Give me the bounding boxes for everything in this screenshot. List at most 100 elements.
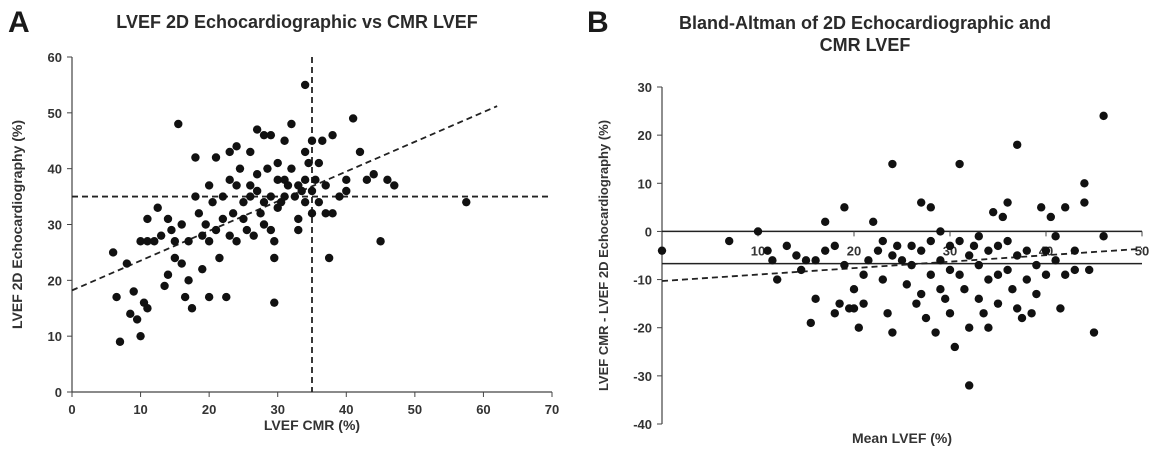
y-tick-label-b: -40 [633, 417, 652, 432]
data-point [931, 328, 940, 337]
data-point [383, 175, 392, 185]
data-point [201, 220, 210, 229]
data-point [1013, 251, 1022, 260]
data-point [342, 175, 351, 185]
data-point [266, 192, 276, 201]
data-point [1051, 256, 1060, 265]
data-point [1037, 203, 1046, 212]
data-point [211, 153, 221, 162]
data-point [376, 237, 385, 246]
data-point [194, 209, 204, 218]
data-point [763, 246, 772, 255]
data-point [1070, 265, 1079, 275]
data-point [969, 241, 979, 251]
data-point [801, 256, 811, 265]
x-tick-label-a: 30 [270, 402, 284, 417]
data-point [324, 253, 334, 263]
data-point [821, 217, 830, 226]
data-point [797, 265, 806, 275]
data-point [806, 318, 815, 328]
data-point [198, 264, 207, 274]
data-point [184, 276, 193, 285]
data-point [830, 241, 839, 251]
data-point [1003, 236, 1012, 246]
data-point [811, 256, 820, 265]
data-point [888, 251, 897, 260]
data-point [311, 175, 320, 185]
data-point [362, 175, 372, 185]
y-tick-label-a: 10 [48, 329, 62, 344]
data-point [369, 170, 378, 179]
panel-label-a: A [8, 6, 30, 39]
data-point [1041, 270, 1051, 279]
data-point [888, 159, 897, 169]
data-point [294, 225, 303, 235]
x-tick-label-a: 60 [476, 402, 490, 417]
data-point [1089, 328, 1099, 337]
data-point [300, 175, 310, 185]
data-point [1051, 232, 1060, 241]
data-point [864, 256, 873, 265]
data-point [218, 192, 228, 201]
data-point [246, 147, 255, 157]
data-point [259, 220, 269, 229]
data-point [936, 256, 945, 265]
data-point [936, 227, 945, 236]
data-point [143, 304, 152, 313]
data-point [1046, 212, 1055, 222]
data-point [878, 236, 887, 246]
x-axis-title-a: LVEF CMR (%) [264, 417, 360, 433]
data-point [153, 203, 162, 212]
data-point [926, 270, 935, 279]
data-point [129, 287, 138, 296]
data-point [136, 237, 145, 246]
data-point [177, 259, 186, 268]
data-point [263, 164, 272, 173]
x-tick-label-b: 20 [847, 243, 861, 258]
data-point [235, 164, 245, 173]
data-point [108, 248, 118, 257]
data-point [294, 214, 303, 224]
scatter-plot-a: 0 10 20 30 40 50 60 70 0 10 20 30 40 50 60 LVEF CMR (%)… [9, 50, 559, 433]
y-tick-label-b: 10 [638, 176, 652, 191]
data-point [283, 181, 293, 190]
x-tick-label-a: 0 [68, 402, 75, 417]
data-point [208, 197, 217, 207]
y-tick-label-b: -20 [633, 321, 652, 336]
data-point [979, 309, 988, 318]
data-point [232, 142, 241, 151]
data-point [1003, 265, 1012, 275]
data-point [122, 259, 132, 268]
data-point [160, 281, 169, 291]
data-point [249, 231, 258, 240]
x-tick-label-a: 40 [339, 402, 353, 417]
data-point [989, 207, 998, 217]
data-point [984, 323, 993, 332]
data-point [955, 270, 964, 279]
data-point [232, 237, 241, 246]
data-point [1080, 179, 1089, 188]
data-point [280, 136, 289, 145]
data-point [869, 217, 878, 226]
data-point [177, 220, 186, 229]
data-point [270, 253, 279, 263]
data-point [112, 292, 121, 302]
data-point [270, 298, 279, 307]
data-point [143, 237, 152, 246]
data-point [355, 147, 365, 157]
data-point [242, 225, 252, 235]
data-point [945, 265, 955, 275]
data-point [204, 237, 214, 246]
data-point [170, 253, 180, 263]
data-point [965, 381, 974, 390]
data-point [304, 158, 313, 168]
data-point [297, 186, 306, 196]
data-point [941, 294, 950, 304]
data-point [950, 342, 959, 352]
data-point [204, 181, 214, 190]
data-point [657, 246, 667, 255]
data-point [912, 299, 921, 308]
data-point [1056, 304, 1065, 313]
y-tick-label-a: 60 [48, 50, 62, 65]
data-point [348, 114, 358, 123]
